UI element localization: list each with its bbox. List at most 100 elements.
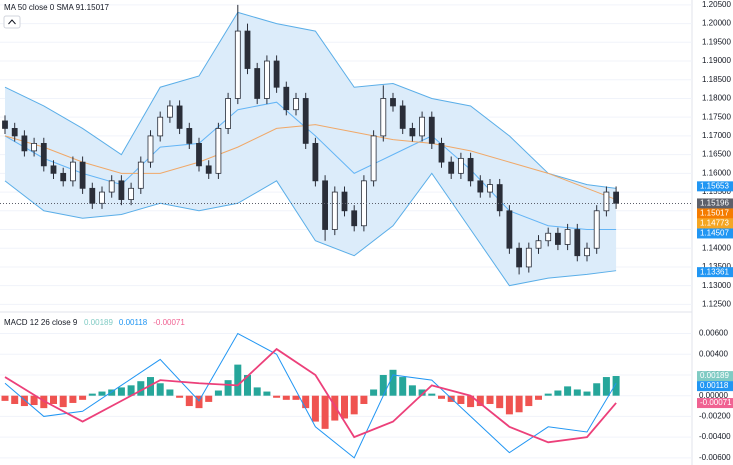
candle-body: [234, 30, 241, 99]
candle-body: [438, 142, 445, 163]
histogram-bar: [331, 395, 339, 421]
candle-body: [21, 135, 28, 152]
histogram-bar: [476, 395, 484, 407]
histogram-bar: [535, 395, 542, 400]
collapse-button[interactable]: [3, 15, 21, 29]
plot-layer: [0, 4, 692, 459]
histogram-bar: [573, 389, 581, 396]
histogram-bar: [505, 395, 513, 415]
histogram-bar: [30, 395, 38, 406]
histogram-bar: [525, 395, 533, 407]
candle-body: [574, 229, 581, 257]
candle-body: [273, 60, 280, 88]
candle-body: [593, 210, 600, 249]
price-badge: [697, 198, 733, 209]
histogram-bar: [486, 395, 494, 404]
histogram-bar: [40, 395, 48, 409]
candle-body: [467, 157, 474, 182]
upper-line: [4, 11, 617, 189]
histogram-bar: [341, 395, 348, 419]
candle-body: [302, 98, 309, 144]
histogram-bar: [428, 393, 436, 396]
ma-legend-title: MA 50 close 0 SMA 9: [4, 3, 81, 12]
macd-legend-value: 0.00189: [84, 318, 113, 327]
candle-body: [428, 116, 435, 144]
histogram-bar: [370, 389, 378, 396]
histogram-bar: [108, 389, 116, 396]
histogram-bar: [69, 395, 77, 403]
y-tick-label: 1.18000: [702, 94, 731, 103]
price-badge-label: 1.13361: [700, 267, 729, 276]
candle-body: [137, 161, 144, 189]
y-tick-label: 1.14000: [702, 243, 731, 252]
macd-legend-value: -0.00071: [153, 318, 185, 327]
candle-body: [496, 184, 503, 212]
candle-body: [341, 191, 348, 212]
price-badge: [697, 267, 733, 278]
candle-body: [293, 98, 299, 111]
candle-body: [506, 210, 513, 249]
macd-badge-label: 0.00118: [700, 381, 729, 390]
candle-body: [215, 128, 222, 174]
candle-body: [118, 180, 125, 200]
candle-body: [225, 98, 232, 129]
histogram-bar: [408, 385, 416, 396]
y-tick-label: 1.13000: [702, 281, 731, 290]
candle-body: [331, 191, 338, 230]
price-badge-label: 1.15653: [700, 181, 729, 190]
y-tick-label: 1.20000: [702, 19, 731, 28]
histogram-bar: [244, 374, 251, 396]
histogram-bar: [389, 369, 397, 396]
histogram-bar: [50, 395, 57, 404]
price-badge-label: 1.15017: [700, 209, 729, 218]
candle-body: [370, 135, 377, 182]
signal-line: [4, 347, 617, 444]
candle-body: [555, 232, 561, 245]
candle-body: [457, 157, 464, 174]
histogram-bar: [137, 381, 145, 396]
candle-body: [176, 105, 183, 129]
candle-body: [128, 187, 135, 200]
candle-body: [564, 229, 571, 245]
histogram-bar: [544, 393, 552, 396]
macd-badge: [697, 398, 733, 409]
y-tick-label: -0.00600: [699, 453, 731, 462]
histogram-bar: [399, 377, 407, 396]
price-badge: [697, 218, 733, 229]
histogram-bar: [282, 395, 290, 400]
candle-body: [263, 60, 270, 99]
histogram-bar: [360, 395, 368, 404]
histogram-bar: [176, 395, 184, 398]
y-tick-label: 1.17000: [702, 131, 731, 140]
histogram-bar: [79, 395, 87, 400]
histogram-bar: [438, 395, 445, 399]
price-badge-label: 1.15196: [700, 199, 729, 208]
candle-body: [477, 180, 484, 193]
candle-body: [166, 105, 173, 118]
histogram-bar: [214, 390, 222, 396]
macd-badge: [697, 381, 733, 392]
candle-body: [11, 128, 18, 137]
histogram-bar: [292, 395, 300, 400]
y-tick-label: 1.16000: [702, 168, 731, 177]
ma-line: [4, 124, 617, 201]
candle-body: [390, 98, 396, 107]
macd-badge: [697, 371, 733, 382]
candle-body: [244, 30, 251, 69]
y-tick-label: 1.17500: [702, 112, 731, 121]
candle-body: [205, 165, 212, 174]
candle-body: [79, 161, 86, 189]
y-tick-label: 1.19500: [702, 37, 731, 46]
histogram-bar: [602, 377, 610, 396]
histogram-bar: [273, 395, 281, 398]
candle-body: [399, 105, 406, 129]
histogram-bar: [185, 395, 193, 407]
candle-body: [99, 191, 105, 204]
candle-body: [380, 98, 387, 137]
macd-line: [4, 332, 617, 459]
candle-body: [108, 180, 115, 193]
candle-body: [60, 172, 67, 182]
candle-body: [516, 247, 522, 268]
candle-body: [147, 135, 154, 163]
candle-body: [89, 187, 96, 204]
